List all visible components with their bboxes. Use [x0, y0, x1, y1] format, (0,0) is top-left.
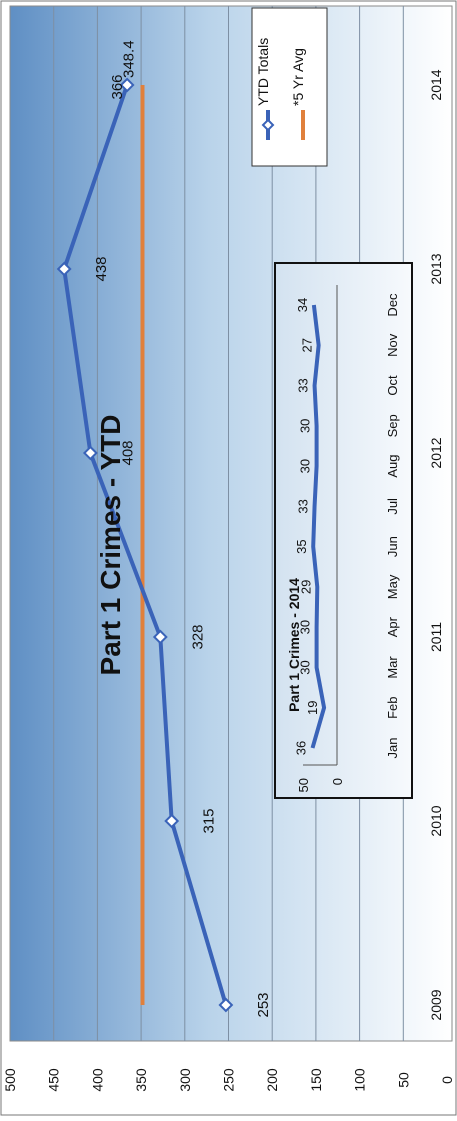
inset-data-label: 27: [300, 338, 315, 352]
x-tick-label: 2014: [428, 69, 444, 100]
legend-marker-ytd: [261, 118, 275, 132]
inset-data-labels: 36 19 30 30 29 35 33 30 30 33 27 34: [294, 298, 321, 755]
ytd-point: [119, 77, 135, 93]
ytd-data-label: 315: [201, 808, 218, 833]
inset-y-tick-labels: 0 50: [296, 778, 345, 792]
ytd-point: [218, 997, 234, 1013]
inset-x-tick-label: Jan: [385, 738, 400, 759]
inset-x-tick-label: Feb: [385, 697, 400, 719]
inset-line: [310, 304, 327, 749]
y-tick-label: 500: [2, 1068, 18, 1092]
inset-data-label: 34: [295, 298, 310, 312]
ytd-point: [164, 813, 180, 829]
inset-data-label: 30: [298, 620, 313, 634]
ytd-series: [56, 77, 234, 1013]
y-tick-label: 350: [133, 1068, 149, 1092]
x-tick-label: 2010: [428, 805, 444, 836]
avg-data-label: 348.4: [120, 40, 137, 78]
ytd-point: [152, 629, 168, 645]
main-legend: YTD Totals *5 Yr Avg: [251, 7, 328, 167]
inset-series: [310, 304, 327, 749]
y-tick-label: 400: [89, 1068, 105, 1092]
inset-data-label: 19: [305, 700, 320, 714]
ytd-data-label: 366: [109, 74, 126, 99]
y-tick-label: 0: [439, 1076, 455, 1084]
inset-x-tick-label: Dec: [385, 293, 400, 317]
inset-x-tick-label: May: [385, 574, 400, 599]
y-tick-label: 250: [221, 1068, 237, 1092]
y-tick-label: 100: [352, 1068, 368, 1092]
ytd-data-label: 253: [255, 992, 272, 1017]
inset-y-tick-label: 0: [330, 778, 345, 785]
legend-label-ytd: YTD Totals: [255, 38, 271, 106]
inset-data-label: 35: [294, 539, 309, 553]
inset-frame: [274, 262, 413, 799]
main-y-tick-labels: 0 50 100 150 200 250 300 350 400 450 500: [2, 1068, 455, 1092]
x-tick-label: 2009: [428, 989, 444, 1020]
inset-data-label: 30: [298, 660, 313, 674]
x-tick-label: 2013: [428, 253, 444, 284]
y-tick-label: 450: [46, 1068, 62, 1092]
legend-box: [251, 7, 328, 167]
avg-series: 348.4: [120, 40, 145, 1005]
ytd-point: [82, 445, 98, 461]
inset-data-label: 33: [296, 378, 311, 392]
inset-data-label: 36: [294, 741, 309, 755]
main-x-tick-labels: 2009 2010 2011 2012 2013 2014: [428, 69, 444, 1020]
inset-data-label: 29: [298, 580, 313, 594]
inset-x-tick-label: Aug: [385, 455, 400, 478]
inset-axes: [303, 285, 338, 766]
y-tick-label: 200: [264, 1068, 280, 1092]
y-tick-label: 150: [308, 1068, 324, 1092]
legend-label-avg: *5 Yr Avg: [290, 48, 306, 106]
inset-x-tick-label: Jul: [385, 498, 400, 515]
ytd-data-labels: 253 315 328 408 438 366: [93, 74, 272, 1017]
x-tick-label: 2011: [428, 622, 444, 652]
inset-chart-title: Part 1 Crimes - 2014: [286, 578, 302, 712]
inset-data-label: 33: [296, 499, 311, 513]
inset-x-tick-label: Mar: [385, 656, 400, 679]
inset-data-label: 30: [298, 459, 313, 473]
inset-x-tick-label: Apr: [385, 616, 400, 637]
inset-y-tick-label: 50: [296, 778, 311, 792]
ytd-data-label: 438: [93, 256, 110, 281]
inset-chart: Part 1 Crimes - 2014 0 50 Jan Feb Mar Apr May…: [274, 262, 413, 799]
inset-x-tick-label: Nov: [385, 333, 400, 357]
ytd-line: [62, 84, 228, 1006]
y-tick-label: 300: [177, 1068, 193, 1092]
inset-x-tick-label: Sep: [385, 414, 400, 437]
ytd-data-label: 408: [119, 440, 136, 465]
main-chart-title: Part 1 Crimes - YTD: [95, 415, 126, 676]
inset-x-tick-label: Jun: [385, 536, 400, 557]
inset-data-label: 30: [298, 419, 313, 433]
x-tick-label: 2012: [428, 437, 444, 468]
inset-x-tick-labels: Jan Feb Mar Apr May Jun Jul Aug Sep Oct Nov Dec: [385, 293, 400, 759]
ytd-point: [56, 261, 72, 277]
ytd-data-label: 328: [189, 624, 206, 649]
y-tick-label: 50: [395, 1072, 411, 1088]
inset-x-tick-label: Oct: [385, 375, 400, 396]
